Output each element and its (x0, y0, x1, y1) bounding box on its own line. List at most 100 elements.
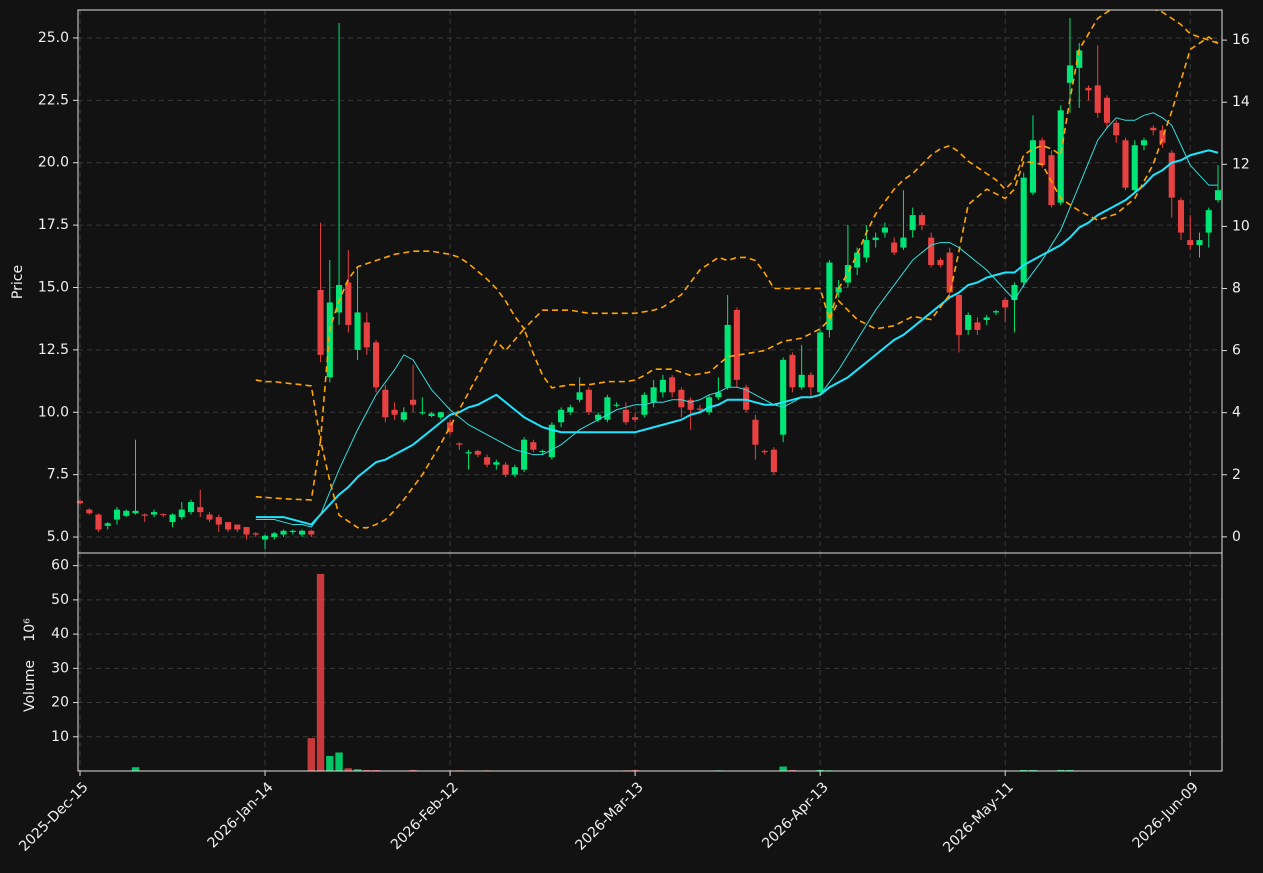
candle-body (104, 523, 111, 526)
volume-bar (363, 769, 371, 771)
candle-body (197, 507, 204, 513)
y-tick-label: 17.5 (38, 217, 69, 233)
volume-bar (316, 573, 325, 771)
candle-body (539, 450, 546, 453)
candle-body (1066, 65, 1074, 83)
candle-body (974, 322, 981, 330)
volume-bar (335, 752, 343, 771)
candle-body (484, 457, 491, 465)
y2-tick-label: 16 (1232, 32, 1250, 48)
candle-body (798, 374, 805, 388)
candle-body (271, 533, 278, 538)
volume-tick-label: 10 (51, 729, 69, 745)
candle-body (178, 509, 185, 518)
candle-body (437, 412, 444, 418)
volume-bar (326, 755, 334, 771)
y-tick-label: 25.0 (38, 30, 69, 46)
y-tick-label: 7.5 (47, 467, 69, 483)
candle-body (160, 514, 167, 516)
candle-body (493, 462, 500, 465)
candle-body (1168, 152, 1175, 198)
candle-body (511, 467, 518, 475)
candle-body (789, 354, 796, 388)
candle-body (928, 237, 935, 266)
y2-tick-label: 4 (1232, 405, 1241, 421)
overlay-line (255, 112, 1218, 528)
candle-body (345, 282, 352, 325)
volume-bar (816, 769, 824, 771)
volume-bar (1057, 769, 1065, 771)
candle-body (659, 379, 666, 393)
candle-body (770, 449, 777, 473)
volume-bar (372, 769, 380, 771)
candle-body (354, 312, 361, 350)
candle-body (567, 407, 574, 413)
candle-body (206, 514, 213, 520)
candle-body (215, 517, 222, 525)
candle-body (863, 240, 870, 258)
candle-body (1085, 87, 1092, 91)
candle-body (817, 332, 824, 393)
candle-body (678, 389, 685, 408)
candle-body (604, 397, 611, 420)
candle-body (410, 399, 417, 405)
candle-body (669, 377, 676, 393)
candle-body (95, 514, 102, 530)
candle-body (872, 237, 879, 241)
volume-bar (307, 738, 316, 771)
candle-body (132, 510, 139, 514)
candle-body (1205, 210, 1212, 233)
candle-body (1122, 140, 1129, 188)
candle-body (965, 314, 972, 330)
candle-body (1159, 130, 1166, 143)
candle-body (187, 502, 195, 513)
volume-bar (788, 769, 797, 771)
candle-body (1094, 85, 1101, 113)
candle-body (946, 252, 953, 293)
candle-body (696, 408, 703, 410)
volume-panel-frame (77, 552, 1223, 772)
candle-body (585, 389, 592, 413)
candle-body (447, 422, 454, 433)
volume-bar (409, 769, 417, 771)
volume-bar (131, 767, 140, 771)
candle-body (1103, 97, 1111, 123)
y-tick-label: 22.5 (38, 92, 69, 108)
candle-body (317, 289, 324, 355)
candle-body (419, 412, 426, 414)
candle-body (1150, 127, 1157, 131)
y2-tick-label: 6 (1232, 343, 1241, 359)
volume-bar (344, 768, 353, 771)
candle-body (622, 409, 629, 423)
candle-body (780, 359, 787, 435)
candle-body (252, 533, 259, 535)
candle-body (298, 530, 306, 535)
candle-body (613, 404, 620, 406)
candle-body (261, 535, 269, 540)
candle-body (1020, 177, 1027, 283)
y2-tick-label: 12 (1232, 156, 1250, 172)
candle-body (1076, 50, 1083, 68)
candle-body (854, 252, 861, 268)
candle-body (743, 387, 750, 410)
volume-bar (779, 766, 787, 771)
candle-body (1057, 110, 1064, 203)
candle-body (724, 324, 731, 388)
candle-body (807, 374, 814, 388)
candle-body (169, 514, 176, 523)
candle-body (243, 527, 250, 535)
candle-body (752, 419, 759, 445)
y2-tick-label: 2 (1232, 467, 1241, 483)
volume-bar (1029, 769, 1037, 771)
candle-body (521, 439, 528, 470)
candle-body (595, 414, 602, 420)
candle-body (558, 409, 565, 423)
candle-body (530, 442, 537, 450)
candle-body (1029, 140, 1037, 193)
volume-bar (631, 769, 639, 771)
y2-tick-label: 14 (1232, 94, 1250, 110)
candle-body (373, 342, 380, 388)
candle-body (687, 399, 694, 410)
volume-tick-label: 50 (51, 592, 69, 608)
